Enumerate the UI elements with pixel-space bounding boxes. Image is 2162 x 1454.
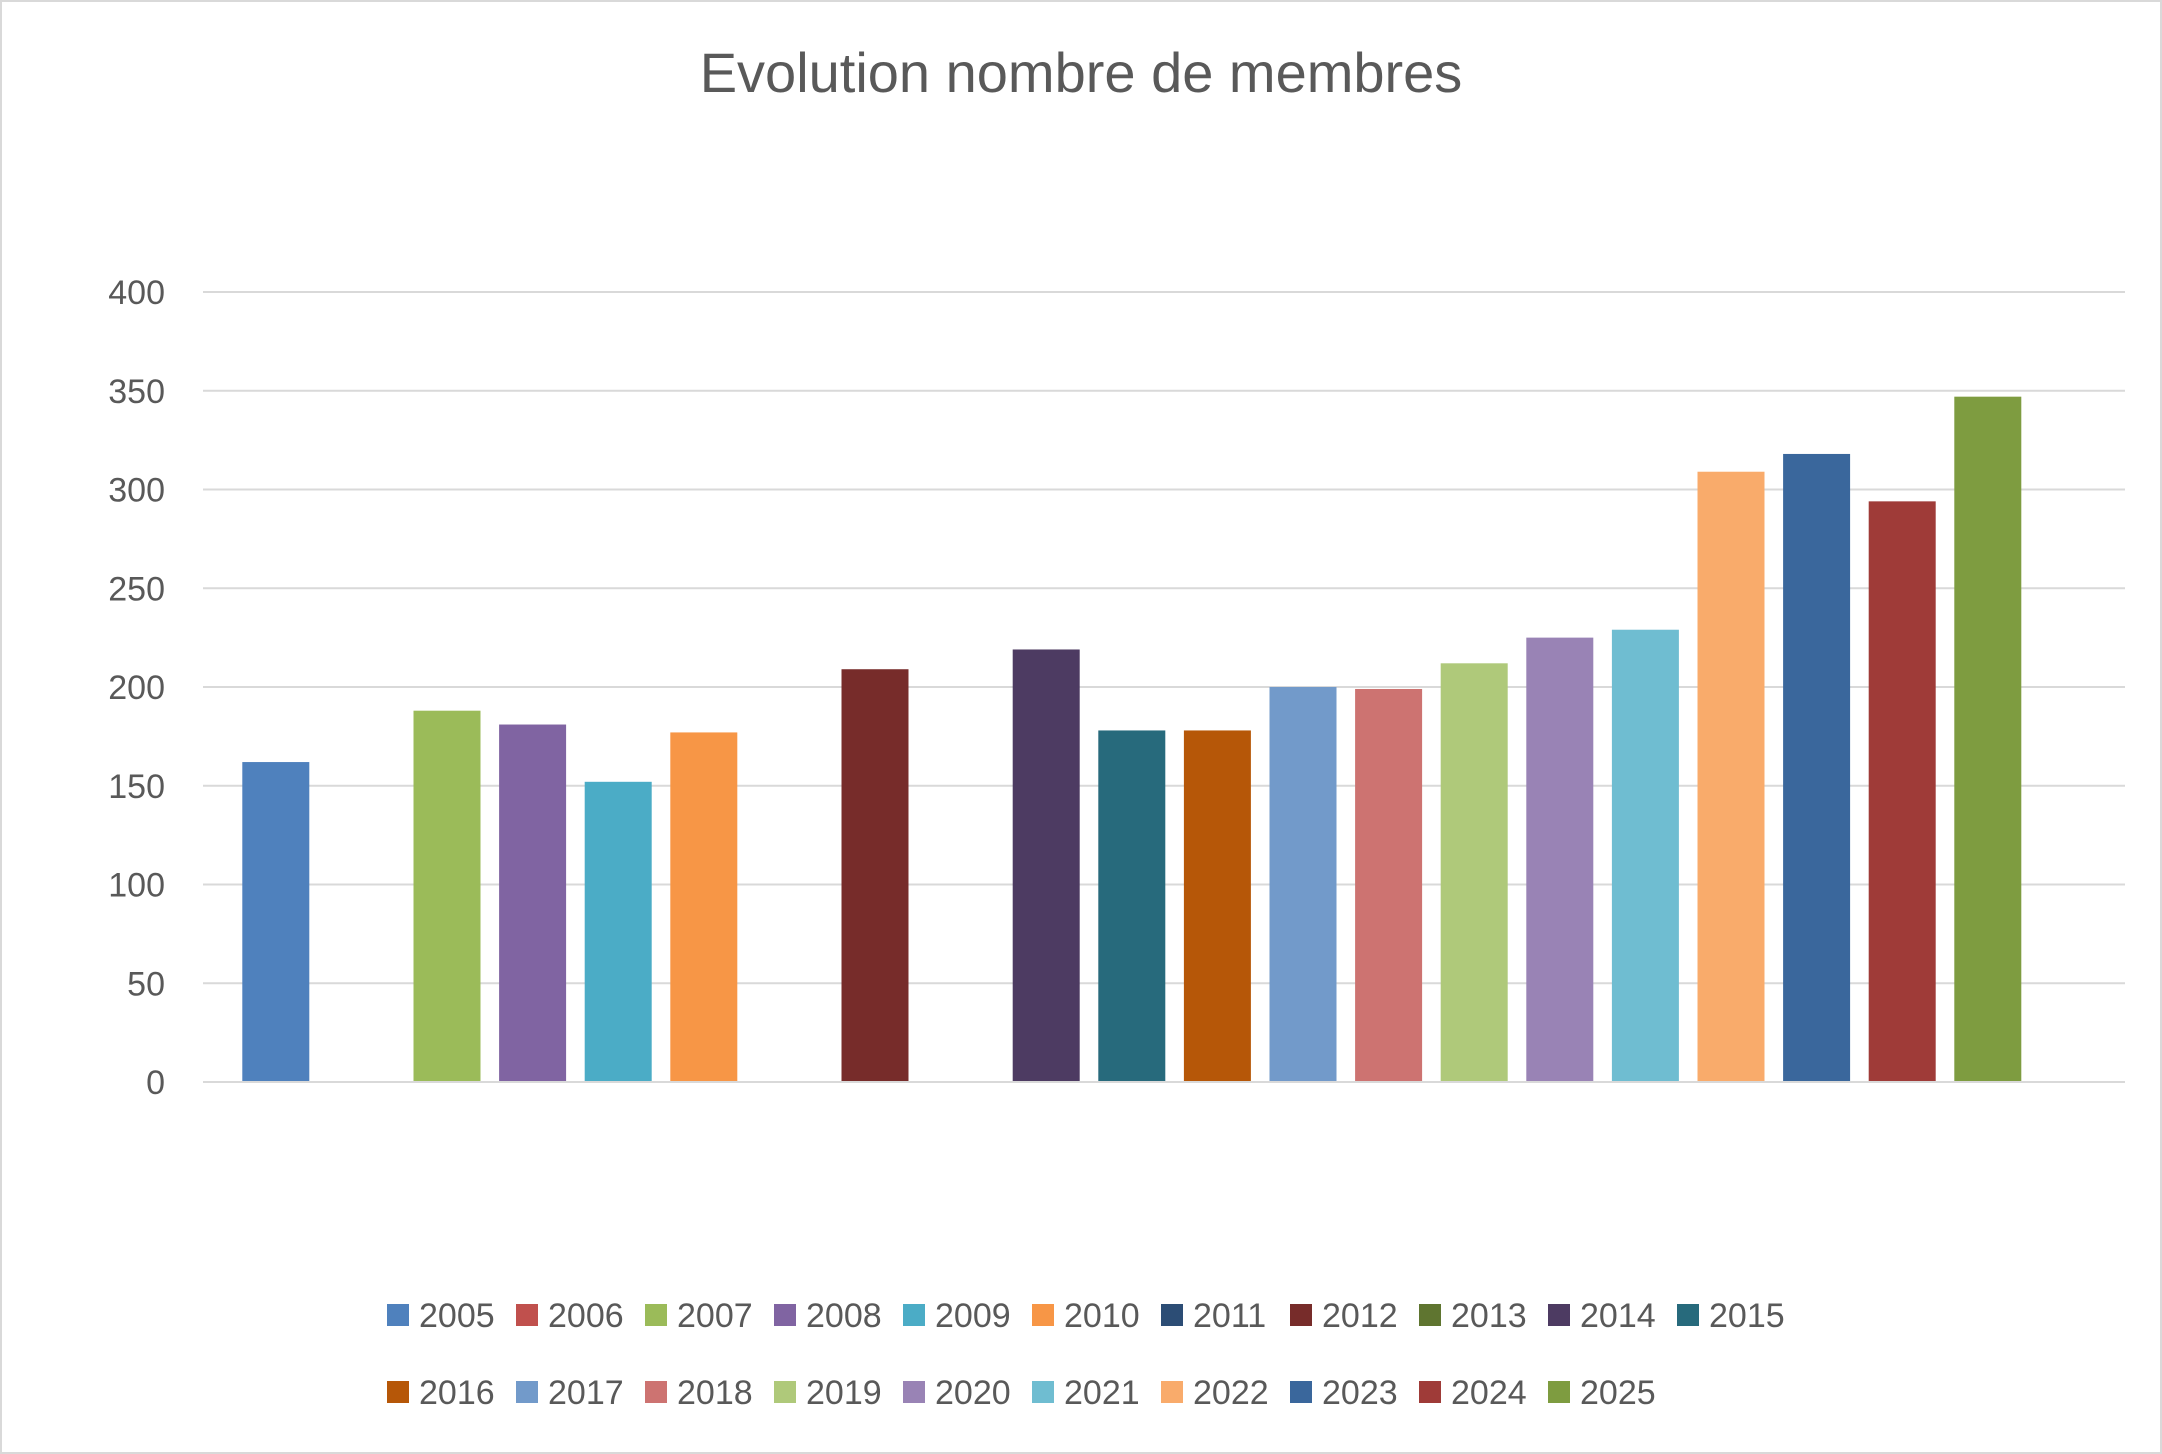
legend-item-2025: 2025 (1548, 1374, 1656, 1412)
legend-item-2010: 2010 (1032, 1297, 1140, 1335)
bar-2009 (584, 781, 652, 1082)
legend-swatch-2022 (1161, 1381, 1183, 1403)
bar-2010 (670, 732, 738, 1082)
bars (242, 396, 2022, 1083)
bar-2018 (1355, 688, 1423, 1082)
bar-2016 (1183, 730, 1251, 1082)
legend-swatch-2009 (903, 1304, 925, 1326)
legend-label-2014: 2014 (1580, 1297, 1656, 1335)
legend-label-2024: 2024 (1451, 1374, 1527, 1412)
legend-label-2006: 2006 (548, 1297, 624, 1335)
y-tick-label-150: 150 (108, 768, 165, 806)
legend-swatch-2019 (774, 1381, 796, 1403)
legend-label-2007: 2007 (677, 1297, 753, 1335)
legend-label-2025: 2025 (1580, 1374, 1656, 1412)
legend-item-2007: 2007 (645, 1297, 753, 1335)
bar-2019 (1440, 663, 1508, 1082)
legend-item-2014: 2014 (1548, 1297, 1656, 1335)
legend-item-2005: 2005 (387, 1297, 495, 1335)
legend-item-2011: 2011 (1161, 1297, 1266, 1335)
legend-swatch-2021 (1032, 1381, 1054, 1403)
bar-2022 (1697, 471, 1765, 1083)
legend-item-2024: 2024 (1419, 1374, 1527, 1412)
legend-swatch-2014 (1548, 1304, 1570, 1326)
legend-label-2022: 2022 (1193, 1374, 1269, 1412)
bar-2005 (242, 762, 310, 1082)
legend-label-2005: 2005 (419, 1297, 495, 1335)
legend-item-2018: 2018 (645, 1374, 753, 1412)
legend-swatch-2015 (1677, 1304, 1699, 1326)
bar-2021 (1611, 629, 1679, 1082)
legend-label-2017: 2017 (548, 1374, 624, 1412)
legend-swatch-2010 (1032, 1304, 1054, 1326)
y-tick-label-50: 50 (127, 965, 165, 1003)
bar-2012 (841, 669, 909, 1082)
legend-item-2023: 2023 (1290, 1374, 1398, 1412)
legend-swatch-2025 (1548, 1381, 1570, 1403)
legend-swatch-2024 (1419, 1381, 1441, 1403)
legend-swatch-2023 (1290, 1381, 1312, 1403)
legend-label-2019: 2019 (806, 1374, 882, 1412)
legend-label-2013: 2013 (1451, 1297, 1527, 1335)
bar-2024 (1868, 501, 1936, 1083)
legend-item-2020: 2020 (903, 1374, 1011, 1412)
bar-2007 (413, 710, 481, 1082)
legend-swatch-2007 (645, 1304, 667, 1326)
bar-2017 (1269, 687, 1337, 1082)
bar-2020 (1526, 637, 1594, 1082)
legend-label-2012: 2012 (1322, 1297, 1398, 1335)
legend-item-2021: 2021 (1032, 1374, 1140, 1412)
legend-label-2020: 2020 (935, 1374, 1011, 1412)
legend-item-2017: 2017 (516, 1374, 624, 1412)
legend-item-2012: 2012 (1290, 1297, 1398, 1335)
chart-title: Evolution nombre de membres (699, 41, 1463, 104)
y-tick-label-200: 200 (108, 669, 165, 707)
legend-swatch-2006 (516, 1304, 538, 1326)
bar-2014 (1012, 649, 1080, 1082)
legend-swatch-2017 (516, 1381, 538, 1403)
legend-label-2023: 2023 (1322, 1374, 1398, 1412)
legend-swatch-2016 (387, 1381, 409, 1403)
bar-2015 (1098, 730, 1166, 1082)
bar-2025 (1954, 396, 2022, 1082)
legend-swatch-2020 (903, 1381, 925, 1403)
legend-label-2008: 2008 (806, 1297, 882, 1335)
y-tick-label-250: 250 (108, 570, 165, 608)
legend-label-2015: 2015 (1709, 1297, 1785, 1335)
y-tick-label-0: 0 (146, 1064, 165, 1102)
legend-label-2011: 2011 (1193, 1297, 1266, 1335)
legend-item-2019: 2019 (774, 1374, 882, 1412)
legend-label-2010: 2010 (1064, 1297, 1140, 1335)
legend-item-2016: 2016 (387, 1374, 495, 1412)
y-tick-label-300: 300 (108, 472, 165, 510)
bar-2008 (499, 724, 567, 1082)
legend-item-2006: 2006 (516, 1297, 624, 1335)
legend-swatch-2012 (1290, 1304, 1312, 1326)
legend-item-2009: 2009 (903, 1297, 1011, 1335)
legend-label-2021: 2021 (1064, 1374, 1140, 1412)
y-tick-label-350: 350 (108, 373, 165, 411)
legend-item-2008: 2008 (774, 1297, 882, 1335)
legend-label-2016: 2016 (419, 1374, 495, 1412)
legend-swatch-2011 (1161, 1304, 1183, 1326)
legend-swatch-2018 (645, 1381, 667, 1403)
bar-2023 (1783, 453, 1851, 1082)
legend: 2005 2006 2007 2008 2009 2010 2011 2012 2013 2014… (387, 1297, 1785, 1412)
legend-item-2015: 2015 (1677, 1297, 1785, 1335)
legend-swatch-2005 (387, 1304, 409, 1326)
legend-swatch-2008 (774, 1304, 796, 1326)
legend-item-2022: 2022 (1161, 1374, 1269, 1412)
y-tick-label-400: 400 (108, 274, 165, 312)
legend-swatch-2013 (1419, 1304, 1441, 1326)
legend-label-2009: 2009 (935, 1297, 1011, 1335)
y-axis-ticks: 0 50 100 150 200 250 300 350 400 (108, 274, 165, 1102)
legend-label-2018: 2018 (677, 1374, 753, 1412)
legend-item-2013: 2013 (1419, 1297, 1527, 1335)
y-tick-label-100: 100 (108, 867, 165, 905)
